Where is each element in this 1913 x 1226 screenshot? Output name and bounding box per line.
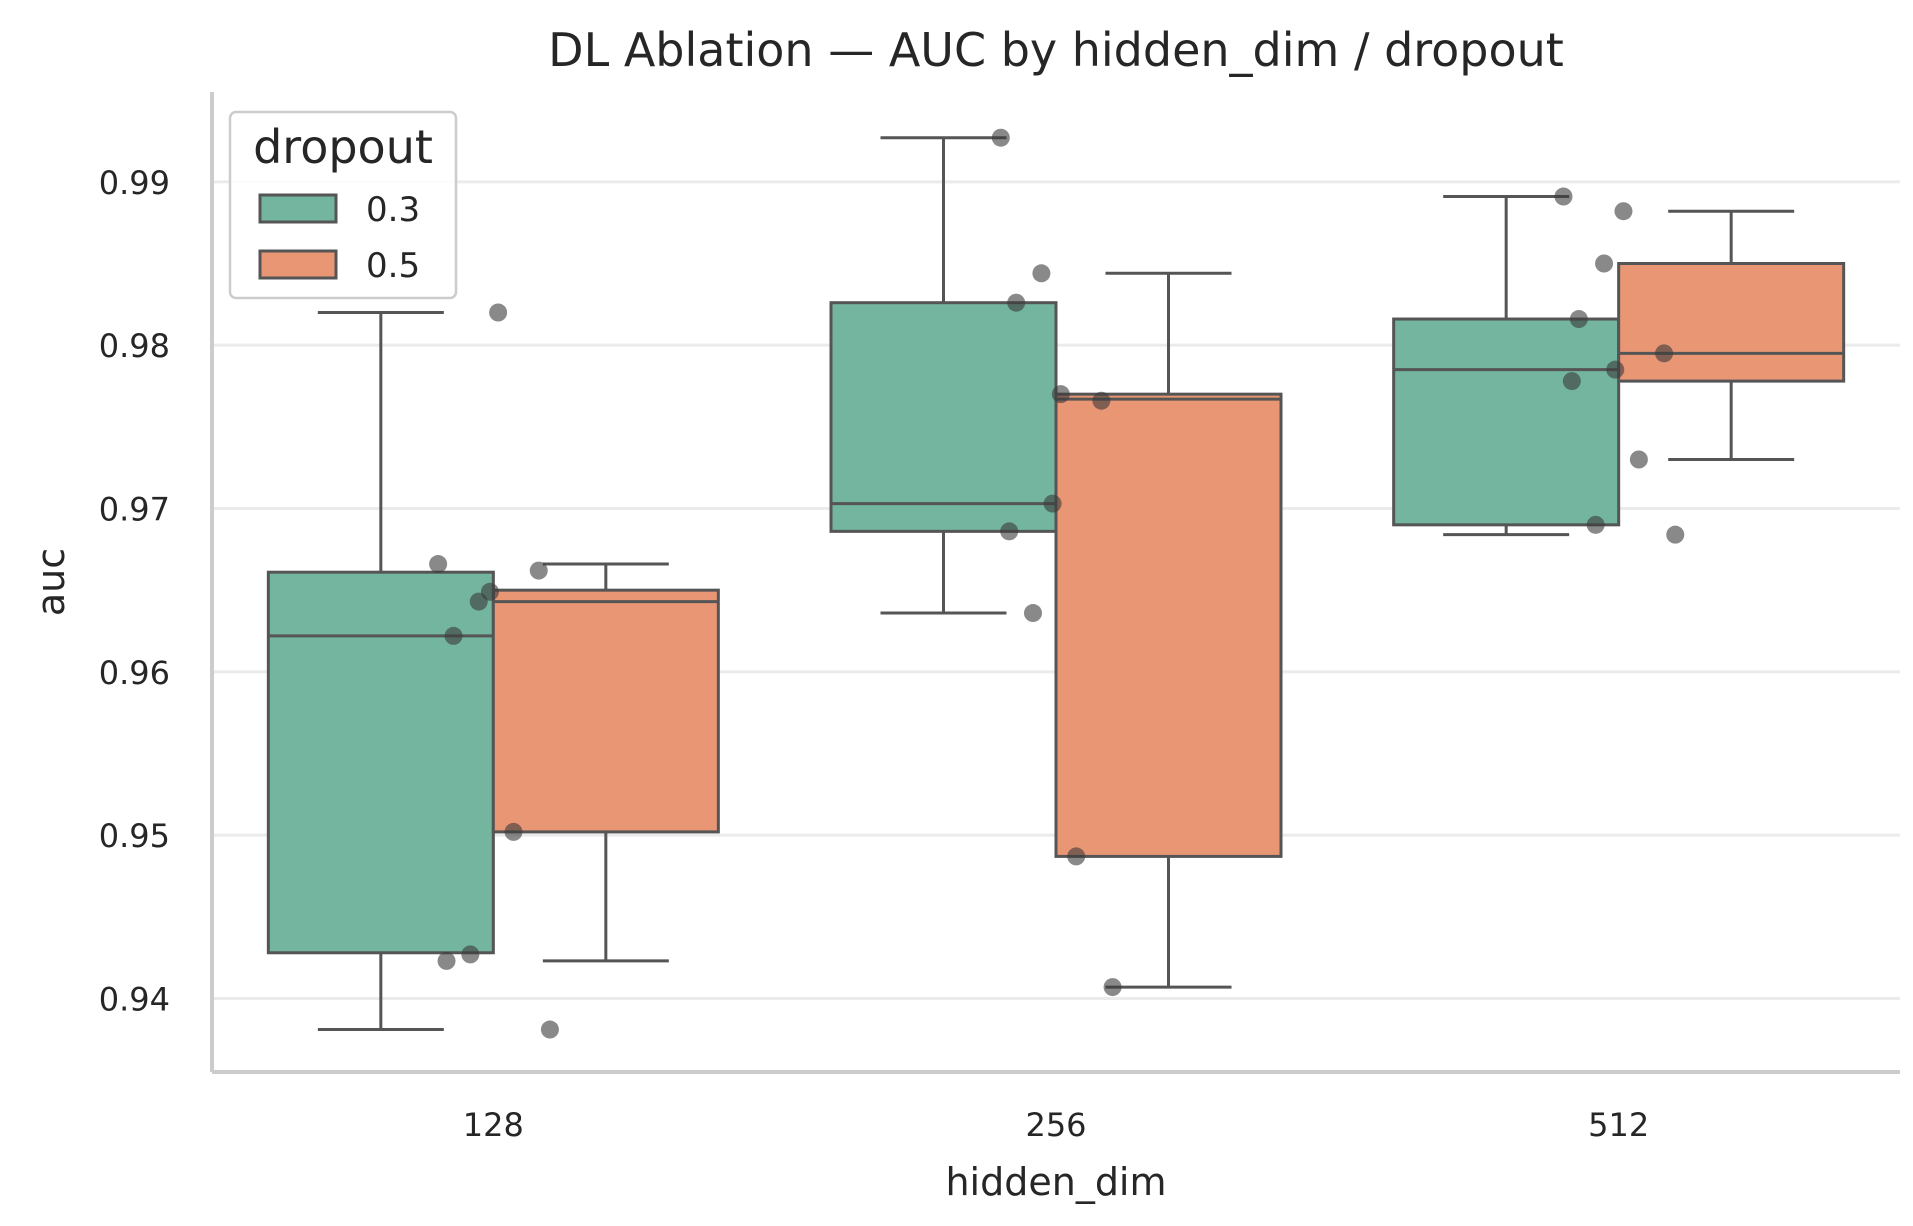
data-point — [1092, 391, 1111, 410]
legend-swatch-0.3 — [258, 193, 338, 224]
box-iqr — [491, 588, 720, 834]
data-point — [1586, 515, 1605, 534]
data-point — [1032, 264, 1051, 283]
data-point — [504, 822, 523, 841]
data-point — [1595, 254, 1614, 273]
box-iqr — [1392, 317, 1621, 527]
box-256-dropout-0.3 — [829, 136, 1058, 615]
data-point — [529, 561, 548, 580]
data-point — [437, 951, 456, 970]
x-tick-label: 512 — [1588, 1106, 1649, 1144]
y-tick-label: 0.98 — [99, 327, 170, 365]
axes — [210, 92, 1900, 1074]
data-point — [1562, 372, 1581, 391]
x-tick-label: 128 — [463, 1106, 524, 1144]
x-axis-label: hidden_dim — [945, 1160, 1166, 1204]
data-point — [429, 555, 448, 574]
data-point — [540, 1020, 559, 1039]
x-tick-labels: 128 256 512 — [463, 1106, 1649, 1144]
data-point — [1000, 522, 1019, 541]
data-point — [1007, 293, 1026, 312]
data-point — [444, 626, 463, 645]
data-point — [1043, 494, 1062, 513]
box-iqr — [1617, 262, 1846, 383]
legend-title: dropout — [253, 120, 433, 174]
y-tick-labels: 0.94 0.95 0.96 0.97 0.98 0.99 — [99, 164, 170, 1019]
y-tick-label: 0.97 — [99, 491, 170, 529]
legend-swatch-0.5 — [258, 249, 338, 280]
box-layer — [266, 136, 1846, 1032]
box-256-dropout-0.5 — [1054, 271, 1283, 989]
data-point — [1629, 450, 1648, 469]
data-point — [461, 945, 480, 964]
box-iqr — [1054, 392, 1283, 858]
data-point — [991, 128, 1010, 147]
x-tick-label: 256 — [1025, 1106, 1086, 1144]
y-tick-label: 0.99 — [99, 164, 170, 202]
legend: dropout 0.3 0.5 — [228, 110, 458, 300]
box-iqr — [829, 301, 1058, 533]
y-tick-label: 0.96 — [99, 654, 170, 692]
data-point — [1606, 360, 1625, 379]
y-axis-label: auc — [29, 548, 73, 616]
legend-label-0.5: 0.5 — [366, 246, 420, 286]
legend-label-0.3: 0.3 — [366, 190, 420, 230]
data-point — [1103, 978, 1122, 997]
y-tick-label: 0.95 — [99, 817, 170, 855]
box-512-dropout-0.3 — [1392, 195, 1621, 537]
data-point — [480, 582, 499, 601]
y-tick-label: 0.94 — [99, 981, 170, 1019]
data-point — [1554, 187, 1573, 206]
data-point — [1666, 525, 1685, 544]
data-point — [489, 303, 508, 322]
data-point — [1614, 202, 1633, 221]
data-point — [1024, 604, 1042, 623]
data-point — [1051, 385, 1070, 404]
chart-title: DL Ablation — AUC by hidden_dim / dropou… — [548, 23, 1564, 77]
data-point — [1655, 344, 1674, 363]
box-128-dropout-0.3 — [266, 311, 495, 1032]
box-512-dropout-0.5 — [1617, 209, 1846, 461]
data-point — [1569, 310, 1588, 329]
point-layer — [429, 128, 1685, 1039]
box-128-dropout-0.5 — [491, 562, 720, 963]
data-point — [1067, 847, 1086, 866]
